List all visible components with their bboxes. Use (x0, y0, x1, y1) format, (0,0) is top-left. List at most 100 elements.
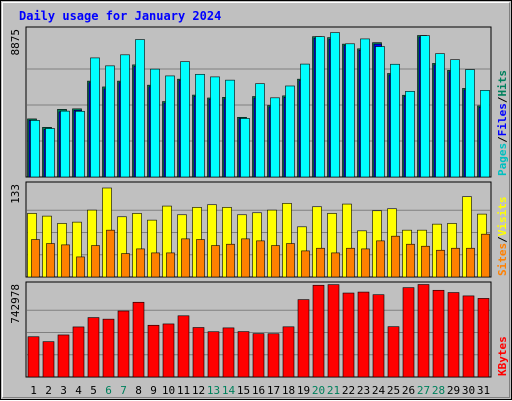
bar-pages-9 (150, 68, 160, 178)
bar-kbytes-20 (312, 284, 325, 378)
legend-hits: Pages/Files/Hits (496, 70, 509, 176)
day-label-3: 3 (60, 384, 67, 397)
bar-kbytes-7 (117, 310, 130, 378)
bar-pages-28 (435, 53, 445, 178)
bar-sites-22 (346, 247, 355, 278)
bar-pages-14 (225, 79, 235, 178)
legend-kbytes: KBytes (496, 336, 509, 376)
day-label-23: 23 (357, 384, 370, 397)
bar-kbytes-4 (72, 326, 85, 378)
bar-pages-2 (45, 128, 55, 178)
bar-pages-29 (450, 59, 460, 178)
bar-pages-22 (345, 43, 355, 178)
bar-pages-4 (75, 110, 85, 178)
bar-sites-15 (241, 238, 250, 278)
bar-sites-14 (226, 243, 235, 278)
day-label-16: 16 (252, 384, 265, 397)
bar-pages-27 (420, 35, 430, 178)
bar-pages-6 (105, 65, 115, 178)
day-label-31: 31 (477, 384, 490, 397)
legend-item-kbytes-0: KBytes (496, 336, 509, 376)
bar-kbytes-12 (192, 327, 205, 378)
day-label-26: 26 (402, 384, 415, 397)
bar-sites-23 (361, 248, 370, 278)
bar-pages-23 (360, 38, 370, 178)
bar-pages-26 (405, 91, 415, 178)
bar-sites-7 (121, 253, 130, 278)
bar-kbytes-18 (282, 326, 295, 378)
bar-pages-21 (330, 32, 340, 178)
bar-kbytes-15 (237, 331, 250, 378)
bar-sites-3 (61, 244, 70, 278)
legend-item-hits-3: / (496, 96, 509, 103)
day-label-25: 25 (387, 384, 400, 397)
bar-sites-12 (196, 239, 205, 278)
bar-kbytes-26 (402, 287, 415, 378)
bar-sites-16 (256, 240, 265, 278)
day-label-21: 21 (327, 384, 340, 397)
day-label-24: 24 (372, 384, 386, 397)
bar-pages-18 (285, 85, 295, 178)
day-label-9: 9 (150, 384, 157, 397)
day-label-11: 11 (177, 384, 190, 397)
bar-kbytes-24 (372, 294, 385, 378)
bar-kbytes-5 (87, 317, 100, 378)
day-label-8: 8 (135, 384, 142, 397)
bar-sites-11 (181, 238, 190, 278)
bar-pages-25 (390, 63, 400, 178)
bar-sites-28 (436, 249, 445, 278)
bar-kbytes-29 (447, 292, 460, 378)
day-label-30: 30 (462, 384, 475, 397)
day-label-2: 2 (45, 384, 52, 397)
day-label-15: 15 (237, 384, 250, 397)
bar-sites-5 (91, 245, 100, 278)
bar-kbytes-31 (477, 298, 490, 378)
bar-sites-18 (286, 243, 295, 278)
legend-item-visits-1: / (496, 236, 509, 243)
bar-kbytes-9 (147, 324, 160, 378)
day-label-7: 7 (120, 384, 127, 397)
bar-pages-31 (480, 90, 490, 178)
bar-pages-5 (90, 57, 100, 178)
bar-sites-2 (46, 243, 55, 278)
bar-sites-24 (376, 240, 385, 278)
legend-item-visits-0: Sites (496, 243, 509, 276)
bar-pages-30 (465, 69, 475, 178)
bar-sites-6 (106, 229, 115, 278)
max-label-visits: 133 (9, 184, 22, 204)
day-label-17: 17 (267, 384, 280, 397)
bar-pages-24 (375, 46, 385, 178)
day-label-22: 22 (342, 384, 355, 397)
day-label-1: 1 (30, 384, 37, 397)
bar-sites-26 (406, 243, 415, 278)
max-label-hits: 8875 (9, 29, 22, 56)
bar-kbytes-23 (357, 291, 370, 378)
bar-sites-21 (331, 252, 340, 278)
bar-sites-30 (466, 247, 475, 278)
bar-pages-3 (60, 110, 70, 178)
bar-pages-11 (180, 61, 190, 178)
chart-title: Daily usage for January 2024 (19, 9, 221, 23)
day-label-5: 5 (90, 384, 97, 397)
bar-kbytes-30 (462, 295, 475, 378)
bar-sites-27 (421, 245, 430, 278)
bar-sites-25 (391, 235, 400, 278)
bar-pages-20 (315, 36, 325, 178)
bar-kbytes-3 (57, 334, 70, 378)
bar-sites-8 (136, 248, 145, 278)
bar-kbytes-25 (387, 326, 400, 378)
bar-pages-7 (120, 54, 130, 178)
legend-item-hits-0: Pages (496, 143, 509, 176)
bar-sites-10 (166, 252, 175, 278)
bar-kbytes-2 (42, 341, 55, 378)
day-label-6: 6 (105, 384, 112, 397)
legend-item-hits-2: Files (496, 103, 509, 136)
bar-pages-13 (210, 76, 220, 178)
bar-sites-19 (301, 250, 310, 278)
bar-sites-1 (31, 239, 40, 278)
bar-kbytes-1 (27, 336, 40, 378)
legend-visits: Sites/Visits (496, 197, 509, 277)
bar-kbytes-14 (222, 327, 235, 378)
bar-kbytes-10 (162, 323, 175, 378)
